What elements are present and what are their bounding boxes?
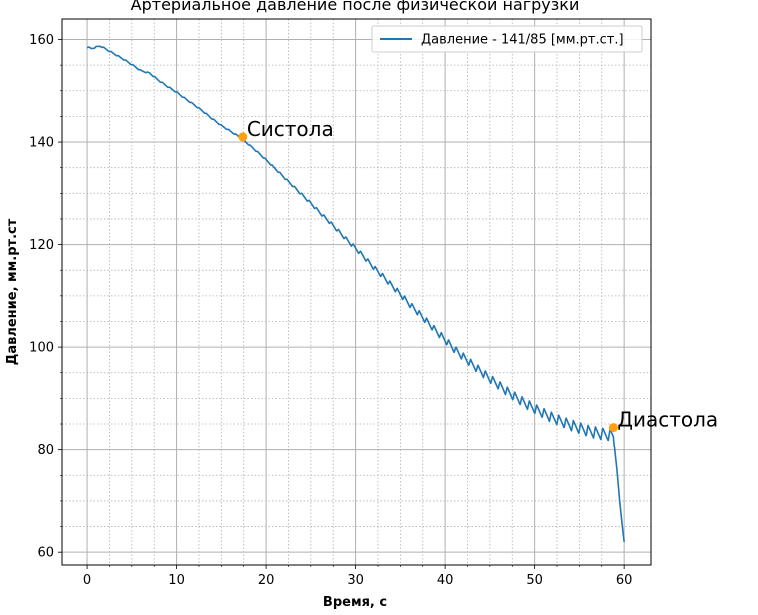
legend-box: [371, 25, 643, 53]
annotation-label: Диастола: [617, 408, 718, 432]
y-tick-label: 160: [29, 33, 54, 48]
x-tick-label: 40: [437, 573, 454, 588]
x-tick-label: 20: [258, 573, 275, 588]
x-tick-label: 10: [168, 573, 185, 588]
x-axis-title: Время, с: [323, 595, 387, 610]
legend: Давление - 141/85 [мм.рт.ст.]: [371, 25, 643, 53]
y-tick-label: 120: [29, 238, 54, 253]
y-tick-label: 100: [29, 341, 54, 356]
series-layer: [86, 45, 625, 543]
legend-label: Давление - 141/85 [мм.рт.ст.]: [421, 33, 624, 48]
y-tick-label: 60: [37, 546, 54, 561]
plot-frame: [61, 18, 652, 566]
x-tick-label: 60: [616, 573, 633, 588]
y-tick-label: 80: [37, 443, 54, 458]
y-tick-label: 140: [29, 136, 54, 151]
annotation-label: Систола: [247, 117, 334, 141]
annotation-point: [608, 423, 618, 433]
annotations: Систола Диастола: [238, 117, 718, 433]
chart-title: Артериальное давление после физической н…: [131, 0, 580, 14]
grid: [62, 19, 651, 565]
y-axis-title: Давление, мм.рт.ст: [5, 218, 20, 365]
x-tick-label: 0: [83, 573, 91, 588]
series-line: [86, 45, 625, 543]
annotation-point: [238, 132, 248, 142]
x-tick-label: 30: [347, 573, 364, 588]
x-tick-label: 50: [526, 573, 543, 588]
ticks: 0 10 20 30 40 50 60 60 80 100 120 140 160: [29, 33, 632, 588]
